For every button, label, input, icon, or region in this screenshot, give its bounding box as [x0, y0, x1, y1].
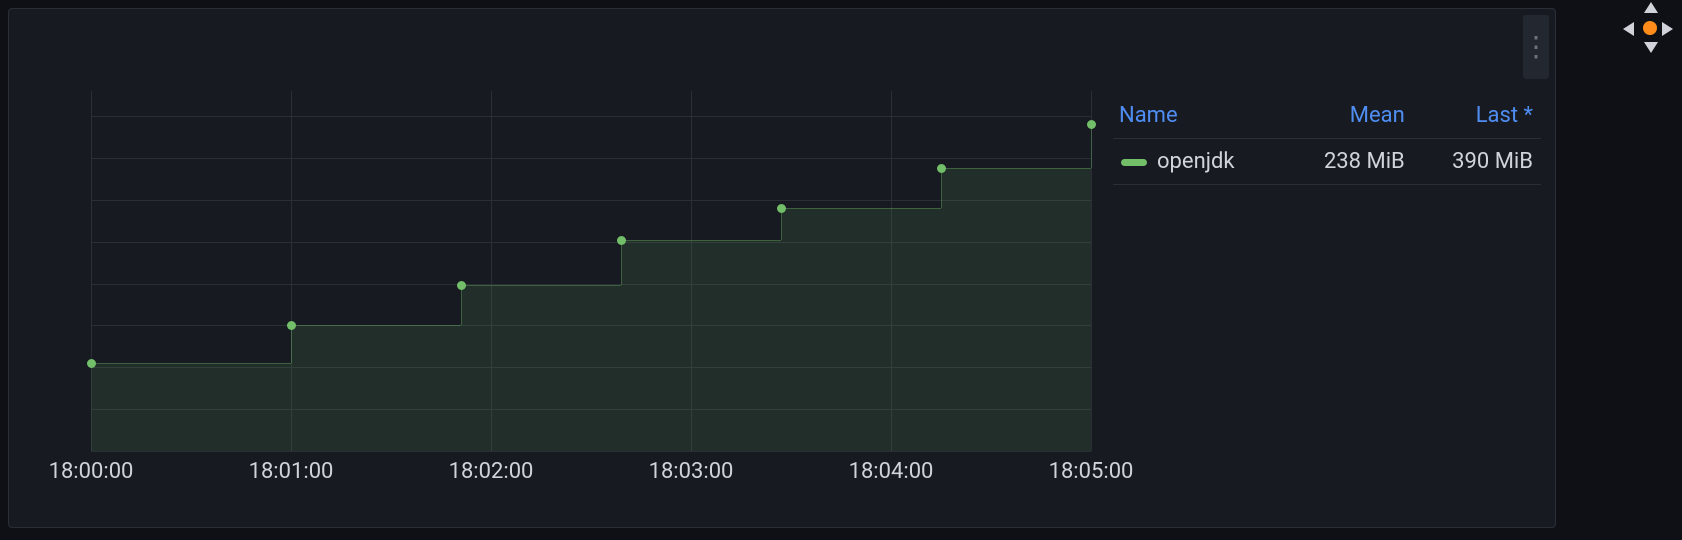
data-point[interactable]	[287, 321, 296, 330]
pan-right-icon[interactable]	[1662, 22, 1673, 36]
legend-header-row: Name Mean Last *	[1113, 99, 1541, 139]
pan-down-icon[interactable]	[1644, 42, 1658, 53]
pan-up-icon[interactable]	[1644, 2, 1658, 13]
legend-row[interactable]: openjdk238 MiB390 MiB	[1113, 139, 1541, 185]
legend-col-name[interactable]: Name	[1113, 99, 1285, 139]
legend-col-last[interactable]: Last *	[1413, 99, 1541, 139]
x-tick-label: 18:05:00	[1049, 459, 1134, 484]
panel-menu-button[interactable]: ⋮	[1523, 15, 1549, 79]
data-point[interactable]	[617, 236, 626, 245]
x-tick-label: 18:04:00	[849, 459, 934, 484]
legend-mean-value: 238 MiB	[1285, 139, 1413, 185]
pan-left-icon[interactable]	[1623, 22, 1634, 36]
data-point[interactable]	[937, 164, 946, 173]
chart-area: 18:00:00 18:01:00 18:02:00 18:03:00 18:04:00…	[31, 91, 1099, 499]
x-tick-label: 18:01:00	[249, 459, 334, 484]
x-tick-label: 18:03:00	[649, 459, 734, 484]
legend-col-mean[interactable]: Mean	[1285, 99, 1413, 139]
x-tick-label: 18:00:00	[49, 459, 134, 484]
pan-widget[interactable]	[1620, 2, 1680, 62]
legend-swatch	[1121, 159, 1147, 166]
x-tick-label: 18:02:00	[449, 459, 534, 484]
data-point[interactable]	[777, 204, 786, 213]
chart-panel: ⋮ 18:00:00 18:01:00 18:02:00 18:03:00 18:04:…	[8, 8, 1556, 528]
legend-table: Name Mean Last * openjdk238 MiB390 MiB	[1113, 99, 1541, 185]
pan-center-icon[interactable]	[1643, 21, 1657, 35]
legend-last-value: 390 MiB	[1413, 139, 1541, 185]
kebab-icon: ⋮	[1522, 33, 1550, 61]
data-point[interactable]	[457, 281, 466, 290]
data-point[interactable]	[87, 359, 96, 368]
x-axis-labels: 18:00:0018:01:0018:02:0018:03:0018:04:00…	[91, 459, 1091, 493]
data-point[interactable]	[1087, 120, 1096, 129]
legend-series-name: openjdk	[1113, 139, 1285, 185]
plot-region[interactable]	[91, 91, 1091, 451]
